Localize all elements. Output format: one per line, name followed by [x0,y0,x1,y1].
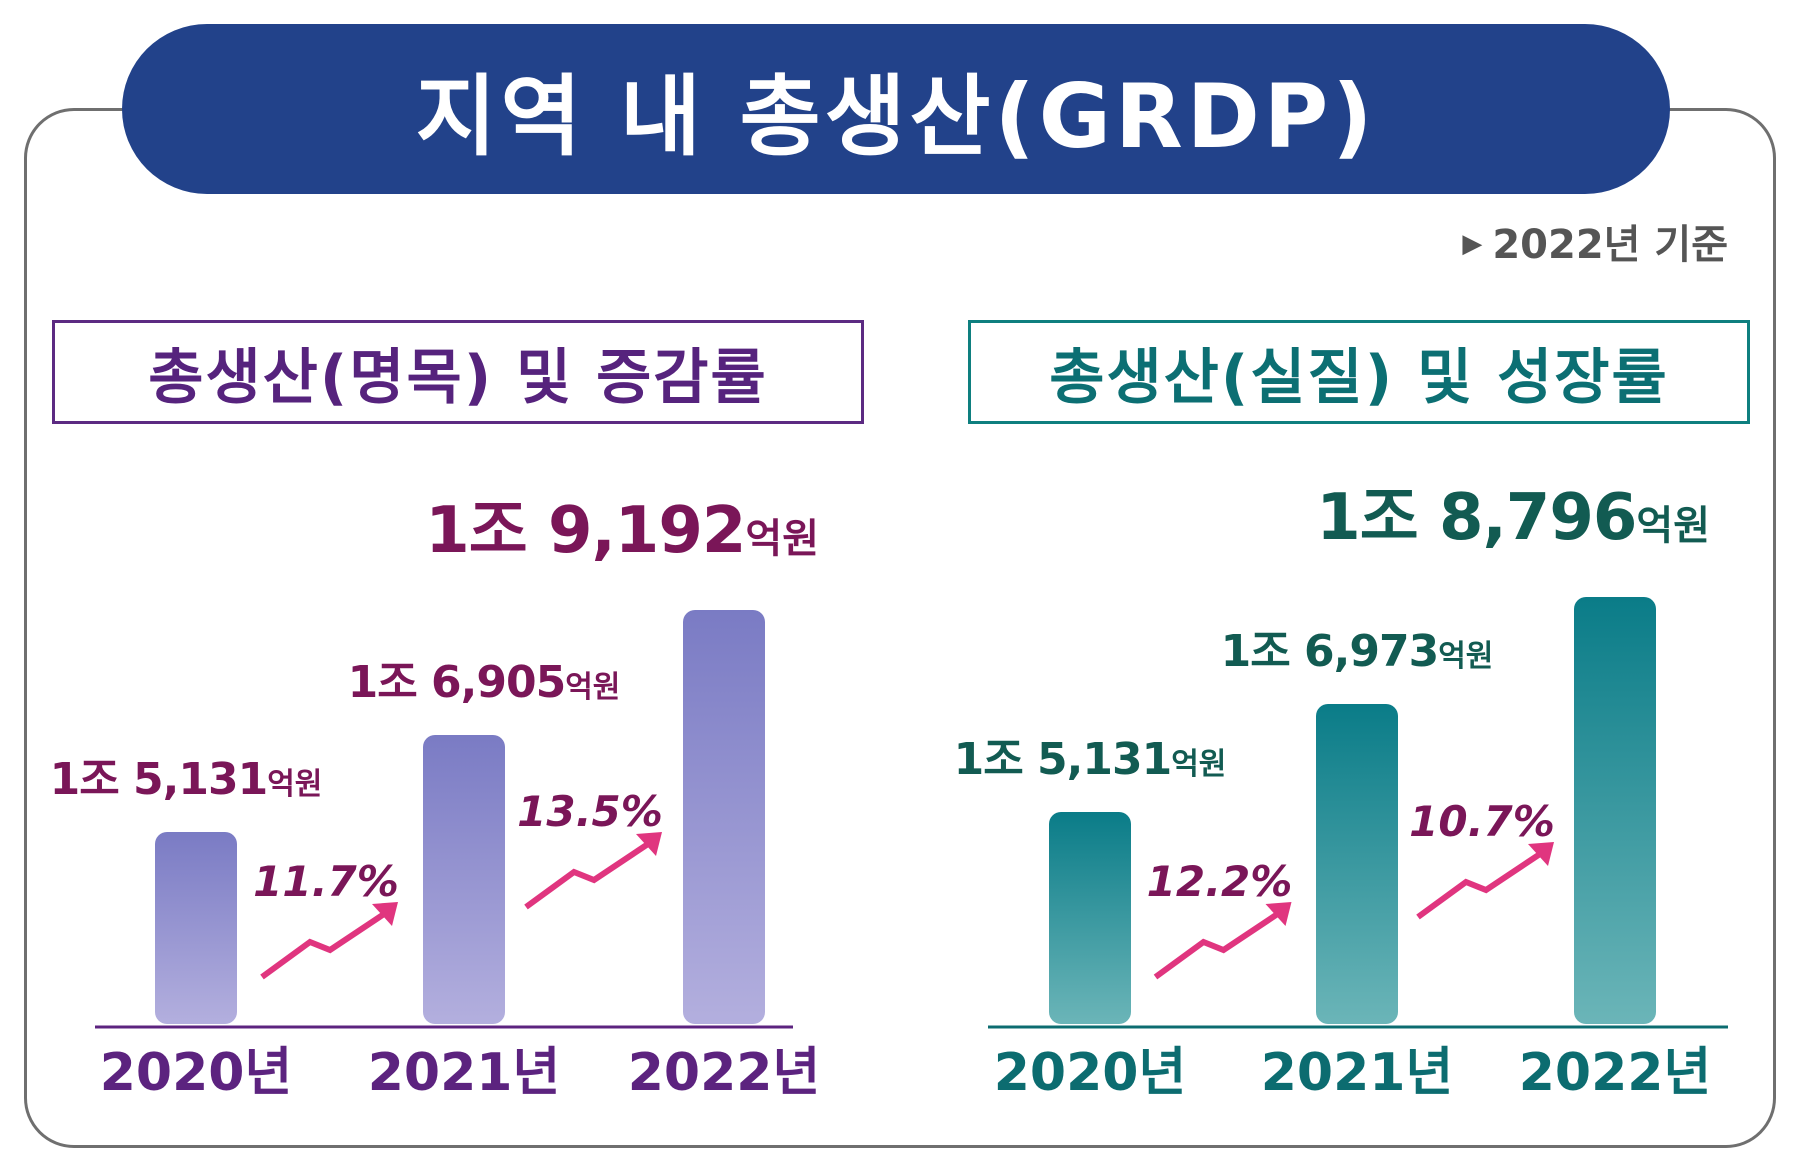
real-category-label: 2020년 [994,1043,1187,1103]
real-panel-heading: 총생산(실질) 및 성장률 [968,320,1750,424]
nominal-growth-rate-label: 11.7% [253,857,399,906]
nominal-panel-heading: 총생산(명목) 및 증감률 [52,320,864,424]
real-heading-text: 총생산(실질) 및 성장률 [1049,342,1669,413]
real-category-label: 2021년 [1261,1043,1454,1103]
real-growth-arrow [1416,851,1542,920]
real-growth-rate-label: 10.7% [1409,797,1555,846]
nominal-arrowhead-icon [372,902,398,926]
nominal-category-label: 2020년 [100,1043,293,1103]
real-bar-2022년 [1574,597,1656,1024]
basis-text: 2022년 기준 [1492,222,1728,268]
nominal-bar-2022년 [683,610,765,1024]
nominal-heading-text: 총생산(명목) 및 증감률 [148,342,768,413]
real-growth-rate-label: 12.2% [1147,857,1293,906]
real-value-label: 1조 6,973억원 [1221,626,1494,677]
nominal-value-label: 1조 9,192억원 [425,494,819,568]
nominal-growth-arrow [260,911,386,980]
nominal-value-label: 1조 6,905억원 [348,657,621,708]
real-arrowhead-icon [1528,842,1554,866]
title-banner: 지역 내 총생산(GRDP) [122,24,1670,194]
nominal-category-label: 2021년 [368,1043,561,1103]
basis-note: ▶ 2022년 기준 [1462,212,1728,270]
nominal-bar-2020년 [155,832,237,1024]
triangle-icon: ▶ [1462,229,1483,259]
real-arrowhead-icon [1265,902,1292,926]
nominal-growth-arrow [524,841,650,910]
nominal-arrowhead-icon [636,832,662,856]
nominal-category-label: 2022년 [628,1043,821,1103]
real-bar-2020년 [1049,812,1131,1024]
nominal-value-label: 1조 5,131억원 [50,754,323,805]
page-title: 지역 내 총생산(GRDP) [415,64,1377,168]
real-category-label: 2022년 [1519,1043,1712,1103]
real-bar-2021년 [1316,703,1398,1024]
nominal-growth-rate-label: 13.5% [517,787,663,836]
real-value-label: 1조 8,796억원 [1316,481,1710,555]
real-growth-arrow [1153,911,1280,980]
nominal-bar-2021년 [423,735,505,1024]
real-value-label: 1조 5,131억원 [954,734,1227,785]
